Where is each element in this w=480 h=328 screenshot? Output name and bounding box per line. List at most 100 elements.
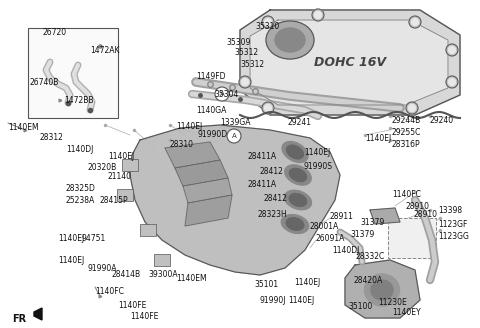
Text: 1140EJ: 1140EJ [304,148,330,157]
Ellipse shape [285,190,312,210]
Text: 1140EJ: 1140EJ [58,256,84,265]
Circle shape [264,105,272,112]
Text: 91990A: 91990A [88,264,118,273]
Bar [388,218,436,258]
Text: 28411A: 28411A [248,180,277,189]
Text: 35100: 35100 [348,302,372,311]
Ellipse shape [275,28,305,52]
Polygon shape [240,10,460,115]
Text: 29240: 29240 [430,116,454,125]
Circle shape [312,9,324,21]
Text: 35310: 35310 [255,22,279,31]
Ellipse shape [289,194,307,206]
Text: 1123GF: 1123GF [438,220,468,229]
Text: 28332C: 28332C [356,252,385,261]
Text: DOHC 16V: DOHC 16V [314,55,386,69]
Text: 1472BB: 1472BB [64,96,94,105]
Text: 28412: 28412 [260,167,284,176]
Text: 31379: 31379 [350,230,374,239]
Ellipse shape [371,280,393,300]
Polygon shape [185,195,232,226]
Circle shape [239,76,251,88]
Text: 28910: 28910 [413,210,437,219]
Circle shape [411,18,419,26]
Text: 1140EY: 1140EY [392,308,420,317]
Text: 31379: 31379 [360,218,384,227]
Bar [122,159,138,171]
Circle shape [446,44,458,56]
Circle shape [262,102,274,114]
Text: 1140FE: 1140FE [118,301,146,310]
Text: 1149FD: 1149FD [196,72,226,81]
Text: FR: FR [12,314,26,324]
Polygon shape [250,20,448,105]
Text: 20320B: 20320B [88,163,117,172]
Text: 28414B: 28414B [112,270,141,279]
Ellipse shape [285,165,311,185]
Text: 28415P: 28415P [100,196,129,205]
Text: 91990S: 91990S [304,162,333,171]
Ellipse shape [287,145,303,159]
Circle shape [446,76,458,88]
Text: 26091A: 26091A [316,234,346,243]
Polygon shape [34,308,42,320]
Text: 1140GA: 1140GA [196,106,227,115]
Text: 1123GG: 1123GG [438,232,469,241]
Circle shape [406,102,418,114]
Text: 1140EM: 1140EM [8,123,38,132]
Text: 35312: 35312 [240,60,264,69]
Text: 28312: 28312 [40,133,64,142]
Text: 28911: 28911 [330,212,354,221]
Text: 1140EJ: 1140EJ [288,296,314,305]
Polygon shape [345,260,420,318]
Text: 11230E: 11230E [378,298,407,307]
Bar [28,28,118,118]
Polygon shape [370,208,400,224]
Text: 25238A: 25238A [66,196,95,205]
Circle shape [408,105,416,112]
Text: 35312: 35312 [234,48,258,57]
Circle shape [241,78,249,86]
Text: 1140EJ: 1140EJ [365,134,391,143]
Text: 91990J: 91990J [260,296,287,305]
Ellipse shape [286,218,304,230]
Text: 28316P: 28316P [392,140,420,149]
Polygon shape [175,160,228,186]
Polygon shape [183,178,232,203]
Text: 28910: 28910 [405,202,429,211]
Text: 21140: 21140 [108,172,132,181]
Circle shape [314,11,322,18]
Text: 35309: 35309 [226,38,251,47]
Bar [140,224,156,236]
Text: 39300A: 39300A [148,270,178,279]
Bar [117,189,133,201]
Circle shape [448,78,456,86]
Text: 1140EJ: 1140EJ [58,234,84,243]
Text: 1140FE: 1140FE [130,312,158,321]
Ellipse shape [364,274,399,306]
Text: 28001A: 28001A [310,222,339,231]
Polygon shape [165,142,220,168]
Text: 35101: 35101 [254,280,278,289]
Circle shape [264,18,272,26]
Text: 28310: 28310 [170,140,194,149]
Text: 26720: 26720 [43,28,67,37]
Ellipse shape [266,21,314,59]
Ellipse shape [282,141,308,162]
Text: A: A [232,133,236,139]
Text: 1339GA: 1339GA [220,118,251,127]
Text: 29244B: 29244B [392,116,421,125]
Text: 94751: 94751 [82,234,106,243]
Circle shape [409,16,421,28]
Text: 29255C: 29255C [392,128,421,137]
Text: 13398: 13398 [438,206,462,215]
Circle shape [262,16,274,28]
Text: 1140FC: 1140FC [95,287,124,296]
Text: 26740B: 26740B [30,78,60,87]
Text: 1140DJ: 1140DJ [66,145,94,154]
Ellipse shape [281,215,309,234]
Circle shape [215,87,229,101]
Ellipse shape [289,168,307,182]
Text: 1140EM: 1140EM [176,274,206,283]
Text: 28323H: 28323H [258,210,288,219]
